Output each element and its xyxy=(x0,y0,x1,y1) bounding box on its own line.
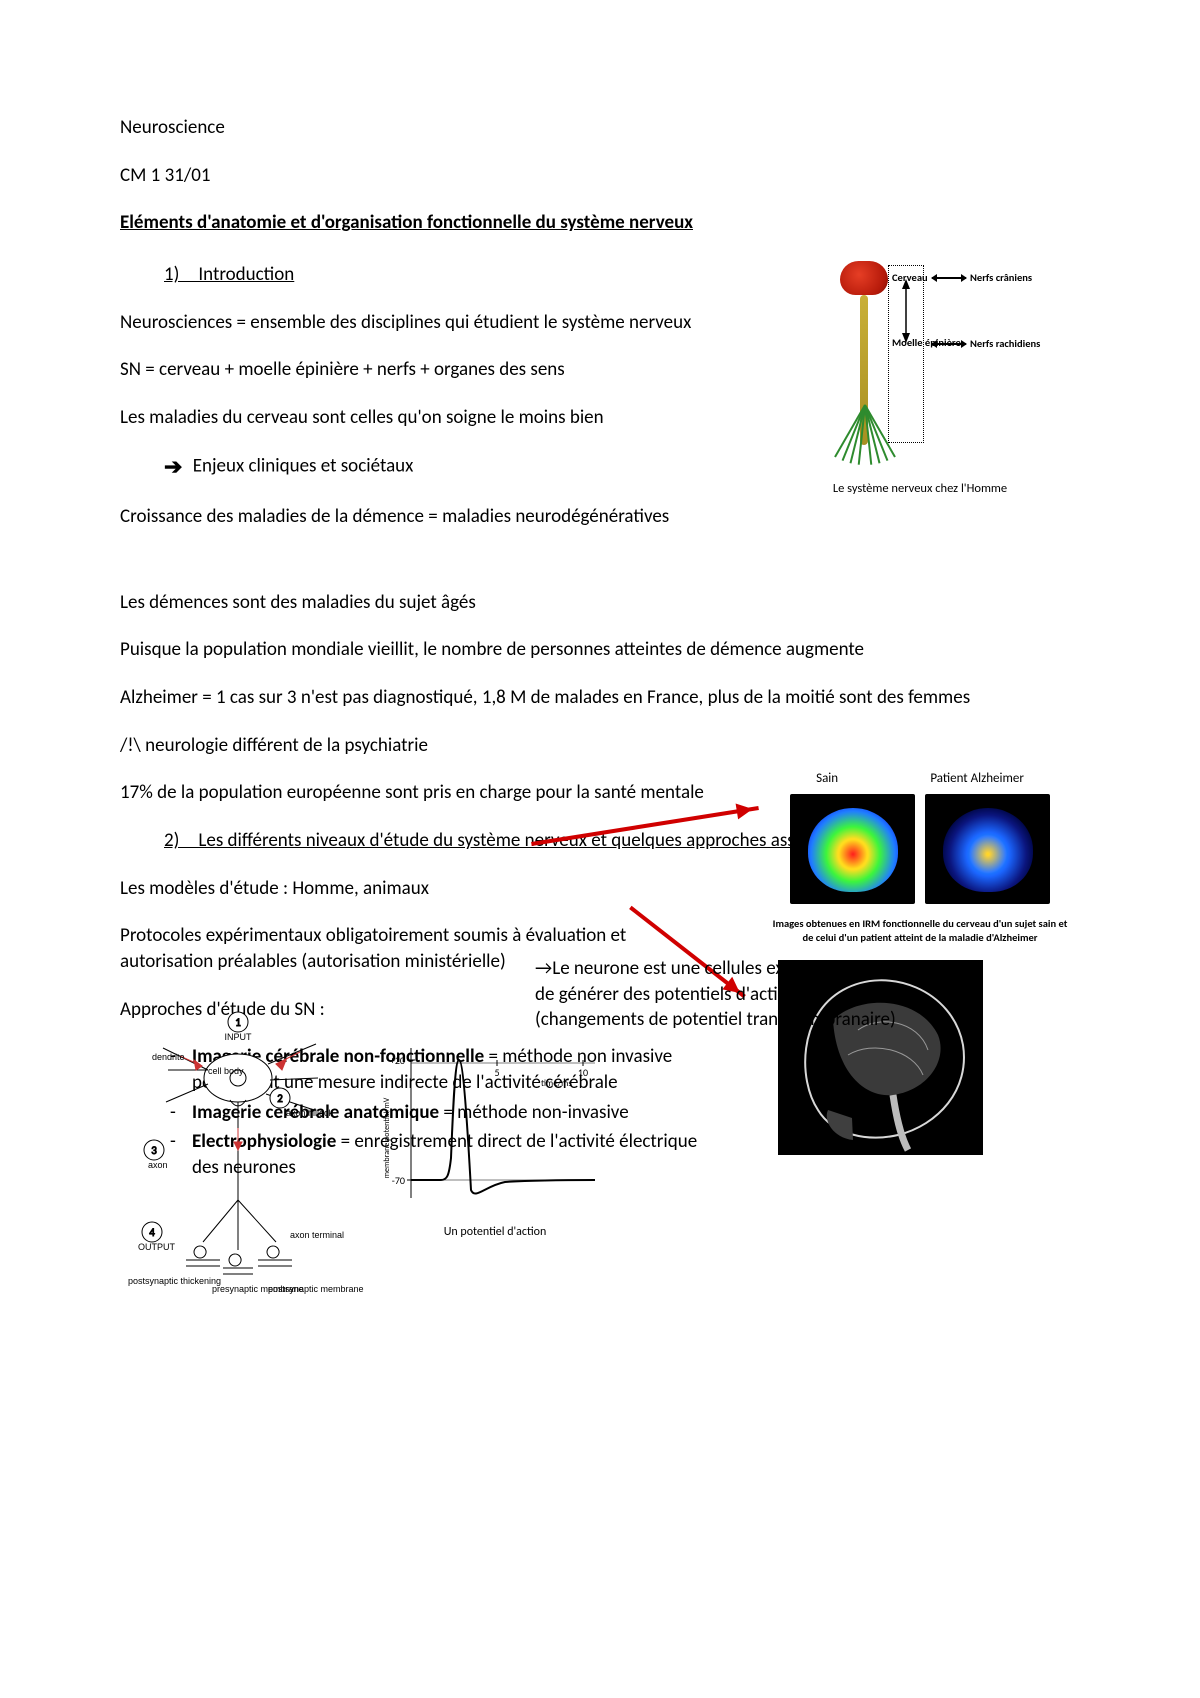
label-nerfs-craniens: Nerfs crâniens xyxy=(970,271,1032,285)
scan-alzheimer xyxy=(925,794,1050,904)
course-line: CM 1 31/01 xyxy=(120,163,1085,189)
para: /!\ neurologie différent de la psychiatr… xyxy=(120,733,1085,759)
nervous-system-diagram: Cerveau Nerfs crâniens Moelle épinière N… xyxy=(770,255,1040,475)
arrow-icon: ➔ xyxy=(164,453,182,480)
figure-irm: Sain Patient Alzheimer Images obtenues e… xyxy=(770,770,1070,945)
neuron-note: →Le neurone est une cellules excitable c… xyxy=(535,956,910,1033)
svg-text:2: 2 xyxy=(277,1092,283,1105)
para: SN = cerveau + moelle épinière + nerfs +… xyxy=(120,357,760,383)
svg-text:axon terminal: axon terminal xyxy=(290,1230,344,1240)
figure-caption: Images obtenues en IRM fonctionnelle du … xyxy=(770,917,1070,945)
para: Les maladies du cerveau sont celles qu'o… xyxy=(120,405,760,431)
svg-text:5: 5 xyxy=(494,1066,499,1079)
svg-text:1: 1 xyxy=(235,1016,241,1029)
scan-label-alzheimer: Patient Alzheimer xyxy=(930,770,1024,788)
svg-text:-70: -70 xyxy=(392,1174,405,1187)
scan-label-sain: Sain xyxy=(816,770,838,788)
svg-text:postsynaptic membrane: postsynaptic membrane xyxy=(268,1284,364,1294)
para: Puisque la population mondiale vieillit,… xyxy=(120,637,1085,663)
figure-action-potential: +20 -70 5 10 time/ms membrane potential/… xyxy=(375,1038,615,1240)
svg-text:dendrite: dendrite xyxy=(152,1052,185,1062)
svg-text:3: 3 xyxy=(151,1144,157,1157)
svg-text:4: 4 xyxy=(149,1226,155,1239)
scan-sain xyxy=(790,794,915,904)
action-potential-chart: +20 -70 5 10 time/ms membrane potential/… xyxy=(375,1038,605,1218)
label-nerfs-rachidiens: Nerfs rachidiens xyxy=(970,337,1040,351)
svg-text:axon: axon xyxy=(148,1160,168,1170)
svg-text:OUTPUT: OUTPUT xyxy=(138,1242,176,1252)
figure-neuron: 1 2 3 4 INPUT dendrite cell body axon hi… xyxy=(108,1000,368,1300)
svg-text:time/ms: time/ms xyxy=(541,1078,572,1089)
page-title: Eléments d'anatomie et d'organisation fo… xyxy=(120,210,1085,236)
para: Alzheimer = 1 cas sur 3 n'est pas diagno… xyxy=(120,685,1085,711)
scan-headers: Sain Patient Alzheimer xyxy=(770,770,1070,788)
figure-caption: Un potentiel d'action xyxy=(375,1224,615,1240)
double-arrow-icon xyxy=(932,343,966,345)
brain-icon xyxy=(840,261,888,295)
svg-text:cell body: cell body xyxy=(208,1066,244,1076)
neuron-diagram: 1 2 3 4 INPUT dendrite cell body axon hi… xyxy=(108,1000,368,1300)
svg-text:postsynaptic thickening: postsynaptic thickening xyxy=(128,1276,221,1286)
arrow-text: Enjeux cliniques et sociétaux xyxy=(193,455,414,478)
double-arrow-icon xyxy=(932,277,966,279)
vertical-double-arrow-icon xyxy=(888,265,924,443)
para: Croissance des maladies de la démence = … xyxy=(120,504,760,530)
figure-caption: Le système nerveux chez l'Homme xyxy=(770,481,1070,498)
para: Les démences sont des maladies du sujet … xyxy=(120,590,1085,616)
figure-nervous-system: Cerveau Nerfs crâniens Moelle épinière N… xyxy=(770,255,1070,498)
svg-text:INPUT: INPUT xyxy=(225,1032,253,1042)
svg-text:+20: +20 xyxy=(390,1054,405,1067)
para: Neurosciences = ensemble des disciplines… xyxy=(120,310,760,336)
svg-text:10: 10 xyxy=(578,1066,588,1079)
svg-text:membrane potential/mV: membrane potential/mV xyxy=(382,1097,392,1178)
svg-text:axon hillock: axon hillock xyxy=(286,1108,334,1118)
subject-line: Neuroscience xyxy=(120,115,1085,141)
